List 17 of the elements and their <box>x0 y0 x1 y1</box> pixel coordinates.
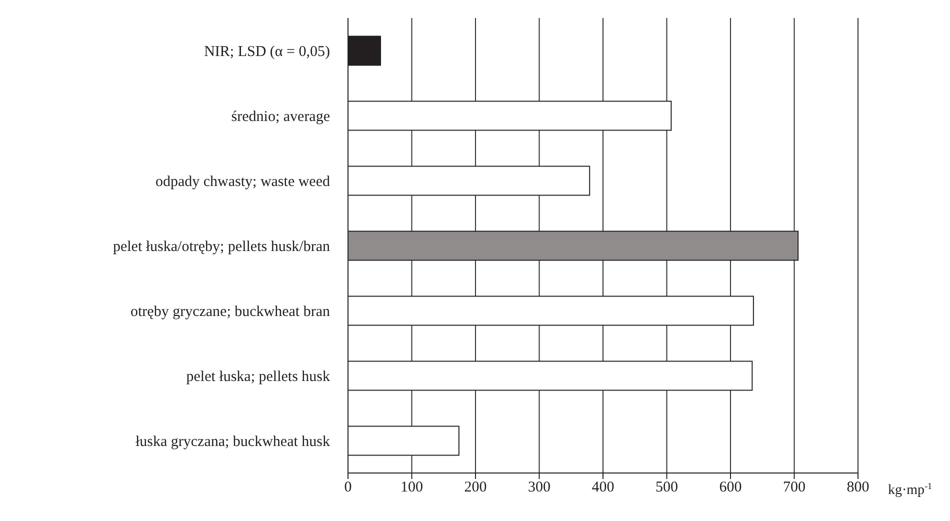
y-tick-label: odpady chwasty; waste weed <box>155 174 330 190</box>
x-tick-label: 100 <box>400 480 423 496</box>
y-tick-label: łuska gryczana; buckwheat husk <box>135 434 330 450</box>
x-tick-label: 200 <box>464 480 487 496</box>
y-tick-label: pelet łuska/otręby; pellets husk/bran <box>112 238 330 255</box>
x-axis-title: kg·mp$^{-1}$ <box>888 481 932 498</box>
x-tick-label: 500 <box>656 480 678 496</box>
x-tick-label: 0 <box>344 480 352 496</box>
y-tick-label: pelet łuska; pellets husk <box>186 368 330 385</box>
x-tick-label: 300 <box>528 480 550 496</box>
x-tick-label: 800 <box>846 480 870 496</box>
x-tick-label: 600 <box>719 480 742 496</box>
y-tick-label: średnio; average <box>231 108 330 125</box>
x-tick-label: 400 <box>592 480 614 496</box>
x-tick-label: 700 <box>783 480 806 496</box>
y-tick-label: NIR; LSD (α = 0,05) <box>204 44 330 60</box>
y-tick-label: otręby gryczane; buckwheat bran <box>130 304 330 320</box>
